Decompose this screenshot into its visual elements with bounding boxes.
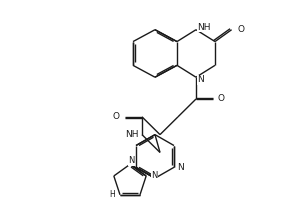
Text: O: O [113, 112, 120, 121]
Text: N: N [152, 171, 158, 180]
Text: NH: NH [197, 23, 211, 32]
Text: N: N [178, 163, 184, 172]
Text: O: O [218, 94, 225, 103]
Text: NH: NH [125, 130, 139, 139]
Text: N: N [197, 75, 204, 84]
Text: N: N [128, 156, 135, 165]
Text: O: O [237, 25, 244, 34]
Text: H: H [109, 190, 115, 199]
